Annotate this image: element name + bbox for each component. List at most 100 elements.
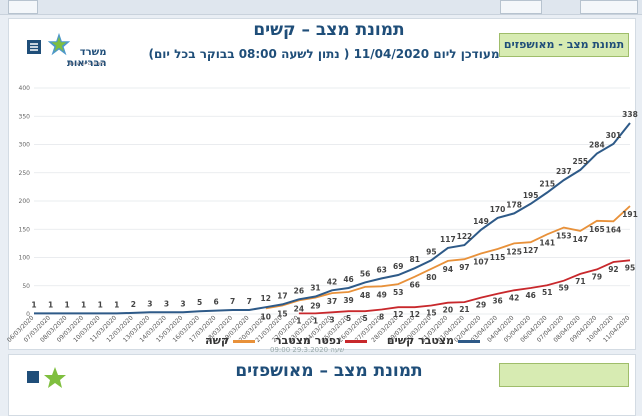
top-toolbar-strip [0,0,642,15]
data-label: 6 [214,298,219,307]
y-tick-label: 300 [19,142,31,149]
data-label: 5 [346,314,351,323]
toolbar-box-3 [580,0,638,14]
y-tick-label: 100 [19,255,31,262]
data-label: 7 [247,297,252,306]
data-label: 21 [459,305,469,314]
data-label: 170 [490,205,506,214]
data-label: 36 [492,297,502,306]
data-label: 255 [573,157,589,166]
data-label: 1 [31,300,36,309]
data-label: 24 [294,304,304,313]
y-tick-label: 200 [19,198,31,205]
data-label: 107 [473,258,489,267]
data-label: 71 [575,277,585,286]
data-label: 1 [296,316,301,325]
ministry-emblem-icon [27,40,41,54]
legend-item-severe: קשה [205,334,256,347]
data-label: 95 [426,247,436,256]
data-label: 46 [343,275,353,284]
section-tag: תמונת מצב - מאושפזים [499,33,629,57]
series-line-2 [298,259,631,315]
legend-item-deceased: נפטר מצטבר [275,334,368,347]
data-label: 53 [393,288,403,297]
data-label: 66 [410,281,420,290]
data-label: 10 [261,312,271,321]
data-label: 94 [443,265,453,274]
data-label: 51 [542,288,552,297]
chart-legend: מצטבר קשים נפטר מצטבר קשה [180,334,480,348]
data-label: 338 [622,110,638,119]
data-label: 125 [506,247,522,256]
data-label: 79 [592,272,602,281]
data-label: 3 [329,315,334,324]
data-label: 29 [310,302,320,311]
data-label: 1 [81,300,86,309]
data-label: 5 [197,298,202,307]
data-label: 15 [277,310,287,319]
data-label: 12 [393,310,403,319]
data-label: 2 [131,300,136,309]
data-label: 122 [457,232,473,241]
data-label: 15 [426,309,436,318]
y-tick-label: 150 [19,226,31,233]
data-label: 12 [261,294,271,303]
data-label: 95 [625,263,635,272]
data-label: 46 [525,291,535,300]
data-label: 1 [65,300,70,309]
page-subtitle: מעודכן ליום 11/04/2020 ( נתון לשעה 08:00… [148,47,500,61]
data-label: 29 [476,301,486,310]
data-label: 42 [509,293,519,302]
data-label: 63 [376,265,386,274]
data-label: 80 [426,273,436,282]
data-label: 37 [327,297,337,306]
y-tick-label: 50 [22,283,30,290]
star-swoosh-icon [47,32,71,56]
data-label: 1 [48,300,53,309]
data-label: 59 [559,284,569,293]
data-label: 191 [622,210,638,219]
data-label: 127 [523,246,539,255]
page-title: תמונת מצב – קשים [253,20,405,40]
series-line-0 [34,122,631,315]
y-tick-label: 400 [19,85,31,92]
legend-item-cumulative: מצטבר קשים [387,334,480,347]
data-label: 195 [523,191,539,200]
toolbar-box-1 [8,0,38,14]
data-label: 31 [310,283,320,292]
data-label: 39 [343,296,353,305]
data-label: 141 [539,238,555,247]
data-label: 5 [363,314,368,323]
data-label: 1 [114,300,119,309]
data-label: 92 [608,265,618,274]
data-label: 153 [556,232,572,241]
data-label: 149 [473,217,489,226]
ministry-logo: משרד הבריאות לחיים בריאים יותר [25,31,115,71]
data-label: 117 [440,235,456,244]
data-label: 7 [230,297,235,306]
data-label: 17 [277,291,287,300]
data-label: 284 [589,141,605,150]
data-label: 81 [410,255,420,264]
ministry-logo-small-icon [27,367,66,388]
second-panel-tag [499,363,629,387]
y-tick-label: 0 [26,311,30,318]
data-label: 165 [589,225,605,234]
y-tick-label: 250 [19,170,31,177]
data-label: 26 [294,286,304,295]
timestamp-watermark: 09:00 שעה 29.3.2020 [270,346,345,354]
data-label: 178 [506,200,522,209]
data-label: 69 [393,262,403,271]
second-panel-title: תמונת מצב – מאושפזים [235,361,423,381]
data-label: 48 [360,291,370,300]
logo-tagline: לחיים בריאים יותר [67,61,106,67]
data-label: 20 [443,306,453,315]
data-label: 56 [360,269,370,278]
series-line-1 [265,205,631,310]
data-label: 49 [376,290,386,299]
data-label: 3 [147,299,152,308]
legend-swatch-deceased [345,339,368,343]
data-label: 301 [606,131,622,140]
data-label: 1 [313,316,318,325]
data-label: 147 [573,235,589,244]
